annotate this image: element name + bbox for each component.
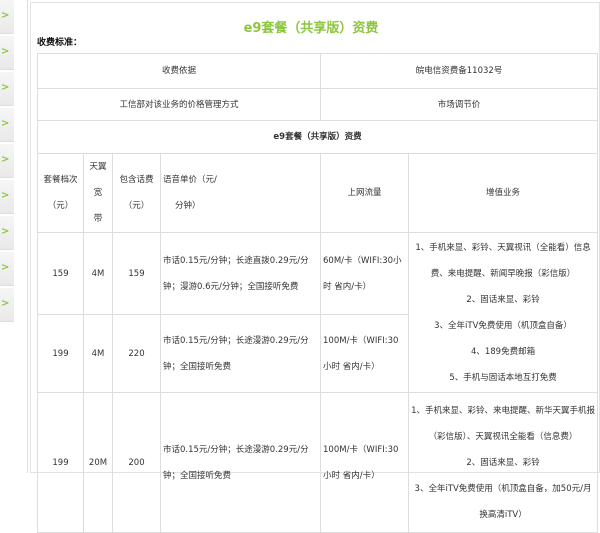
header-text: 语音单价（元/ xyxy=(163,175,217,185)
header-text: 天翼宽 xyxy=(89,162,107,198)
sidebar-item[interactable]: > xyxy=(0,288,14,322)
header-text: （元） xyxy=(47,201,74,211)
cell-data: 100M/卡（WIFI:30小时 省内/卡） xyxy=(320,392,410,533)
tariff-table: 收费依据 皖电信资费备11032号 工信部对该业务的价格管理方式 市场调节价 e… xyxy=(36,53,599,533)
header-bandwidth: 天翼宽带 xyxy=(83,153,113,233)
sidebar-item[interactable]: > xyxy=(0,108,14,142)
chevron-right-icon: > xyxy=(1,190,10,201)
sidebar-item[interactable]: > xyxy=(0,180,14,214)
cell-voice: 市话0.15元/分钟；长途直拨0.29元/分钟；漫游0.6元/分钟；全国接听免费 xyxy=(159,232,322,315)
chevron-right-icon: > xyxy=(1,10,10,21)
sidebar-item[interactable]: > xyxy=(0,144,14,178)
vas-item: 2、固话来显、彩铃 xyxy=(466,294,540,305)
chevron-right-icon: > xyxy=(1,262,10,273)
header-text: （元） xyxy=(123,201,150,211)
header-data: 上网流量 xyxy=(320,153,410,233)
header-text: 分钟） xyxy=(175,201,201,211)
cell-included: 220 xyxy=(112,314,161,393)
table-row: 199 20M 200 市话0.15元/分钟；长途漫游0.29元/分钟；全国接听… xyxy=(37,392,599,533)
vas-item: 3、全年iTV免费使用（机顶盒自备） xyxy=(434,320,572,331)
header-text: 包含话费 xyxy=(119,175,154,185)
chevron-right-icon: > xyxy=(1,298,10,309)
cell-tier: 199 xyxy=(37,314,84,393)
cell-vas: 1、手机来显、彩铃、天翼视讯（全能看）信息费、来电提醒、新闻早晚报（彩信版） 2… xyxy=(408,232,599,393)
table-row: 159 4M 159 市话0.15元/分钟；长途直拨0.29元/分钟；漫游0.6… xyxy=(37,232,599,393)
cell-data: 100M/卡（WIFI:30小时 省内/卡） xyxy=(320,314,410,393)
cell-vas: 1、手机来显、彩铃、来电提醒、新华天翼手机报（彩信版）、天翼视讯全能看（信息费）… xyxy=(408,392,599,533)
chevron-right-icon: > xyxy=(1,46,10,57)
cell-tier: 199 xyxy=(37,392,84,533)
header-text: 带 xyxy=(93,214,103,224)
sidebar-item[interactable]: > xyxy=(0,36,14,70)
table-row: 199 4M 220 市话0.15元/分钟；长途漫游0.29元/分钟；全国接听免… xyxy=(37,314,598,393)
sidebar-item[interactable]: > xyxy=(0,216,14,250)
chevron-right-icon: > xyxy=(1,118,10,129)
cell-voice: 市话0.15元/分钟；长途漫游0.29元/分钟；全国接听免费 xyxy=(159,392,322,533)
info-key: 工信部对该业务的价格管理方式 xyxy=(36,88,322,121)
info-value: 皖电信资费备11032号 xyxy=(320,53,599,89)
header-vas: 增值业务 xyxy=(408,153,599,233)
sidebar-item[interactable]: > xyxy=(0,72,14,106)
section-label: 收费标准： xyxy=(37,38,83,48)
content-panel: e9套餐（共享版）资费 收费标准： 收费依据 皖电信资费备11032号 工信部对… xyxy=(30,2,600,533)
info-value: 市场调节价 xyxy=(320,88,599,121)
cell-included: 159 xyxy=(112,232,161,315)
cell-bandwidth: 4M xyxy=(83,232,113,315)
vas-item: 1、手机来显、彩铃、来电提醒、新华天翼手机报（彩信版）、天翼视讯全能看（信息费） xyxy=(411,405,595,442)
info-row: 工信部对该业务的价格管理方式 市场调节价 xyxy=(36,88,599,121)
divider xyxy=(27,0,28,473)
page-title: e9套餐（共享版）资费 xyxy=(243,21,379,36)
cell-tier: 159 xyxy=(37,232,84,315)
header-row: 套餐档次 （元） 天翼宽带 包含话费 （元） 语音单价（元/分钟） 上网流量 增值业… xyxy=(37,153,599,233)
vas-item: 4、189免费邮箱 xyxy=(470,346,536,357)
vas-item: 2、固话来显、彩铃 xyxy=(466,457,540,468)
chevron-right-icon: > xyxy=(1,82,10,93)
table-title-row: e9套餐（共享版）资费 xyxy=(36,120,599,154)
chevron-right-icon: > xyxy=(1,226,10,237)
vas-item: 3、全年iTV免费使用（机顶盒自备，加50元/月换高清iTV） xyxy=(414,483,592,520)
table-title: e9套餐（共享版）资费 xyxy=(36,120,599,154)
header-voice: 语音单价（元/分钟） xyxy=(159,153,322,233)
cell-voice: 市话0.15元/分钟；长途漫游0.29元/分钟；全国接听免费 xyxy=(159,314,322,393)
header-text: 套餐档次 xyxy=(43,175,78,185)
info-row: 收费依据 皖电信资费备11032号 xyxy=(36,53,599,89)
vas-item: 1、手机来显、彩铃、天翼视讯（全能看）信息费、来电提醒、新闻早晚报（彩信版） xyxy=(415,242,591,279)
sidebar-item[interactable]: > xyxy=(0,0,14,34)
header-included: 包含话费 （元） xyxy=(112,153,161,233)
header-tier: 套餐档次 （元） xyxy=(37,153,84,233)
info-key: 收费依据 xyxy=(36,53,322,89)
sidebar: > > > > > > > > > xyxy=(0,0,14,324)
cell-data: 60M/卡（WIFI:30小时 省内/卡） xyxy=(320,232,410,315)
cell-included: 200 xyxy=(112,392,161,533)
cell-bandwidth: 4M xyxy=(83,314,113,393)
vas-item: 5、手机与固话本地互打免费 xyxy=(449,372,557,383)
chevron-right-icon: > xyxy=(1,154,10,165)
cell-bandwidth: 20M xyxy=(83,392,113,533)
sidebar-item[interactable]: > xyxy=(0,252,14,286)
